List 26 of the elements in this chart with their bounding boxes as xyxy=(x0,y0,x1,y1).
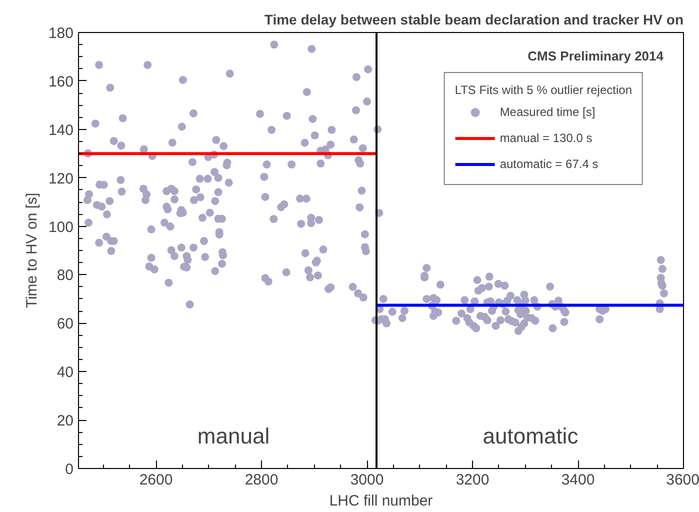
x-tick-label: 3600 xyxy=(666,472,699,488)
annotation: automatic xyxy=(482,424,578,448)
x-tick-label: 2600 xyxy=(139,472,173,488)
y-tick-label: 20 xyxy=(56,412,74,430)
y-tick-label: 120 xyxy=(48,170,74,188)
annotation: CMS Preliminary 2014 xyxy=(528,48,664,64)
y-axis-title: Time to HV on [s] xyxy=(23,192,40,308)
x-axis-title: LHC fill number xyxy=(329,492,433,510)
y-tick-label: 0 xyxy=(65,461,74,478)
y-tick-label: 140 xyxy=(48,122,74,139)
y-tick-label: 100 xyxy=(48,218,74,236)
annotation: manual xyxy=(197,424,270,448)
legend-label: manual = 130.0 s xyxy=(500,131,592,145)
chart-title: Time delay between stable beam declaration and tracker HV on xyxy=(264,12,684,28)
y-tick-label: 160 xyxy=(48,73,74,90)
x-tick-label: 2800 xyxy=(244,472,278,488)
legend-label: Measured time [s] xyxy=(500,105,596,119)
x-tick-label: 3200 xyxy=(456,472,490,488)
y-tick-label: 40 xyxy=(56,364,74,382)
x-tick-label: 3000 xyxy=(350,472,384,488)
x-tick-label: 3400 xyxy=(561,472,595,488)
legend-label: automatic = 67.4 s xyxy=(500,157,598,171)
y-tick-label: 80 xyxy=(56,267,74,284)
y-tick-label: 60 xyxy=(56,316,74,333)
y-tick-label: 180 xyxy=(48,25,74,42)
legend-title: LTS Fits with 5 % outlier rejection xyxy=(454,83,632,97)
